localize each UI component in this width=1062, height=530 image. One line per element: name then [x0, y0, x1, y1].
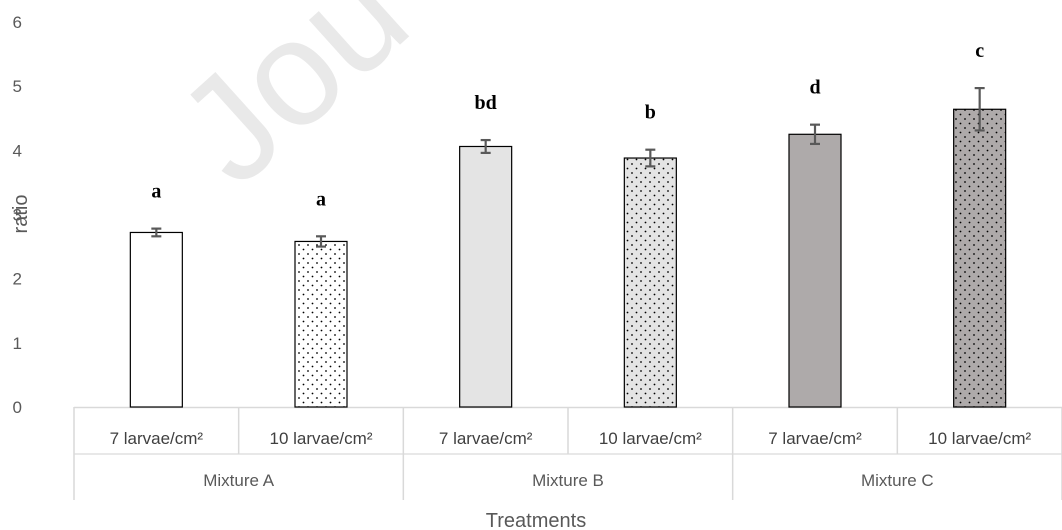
significance-label: a	[316, 188, 326, 210]
bar	[294, 240, 348, 408]
x-category-label: 10 larvae/cm²	[928, 429, 1031, 448]
y-tick-label: 3	[13, 206, 22, 225]
y-tick-label: 2	[13, 270, 22, 289]
significance-label: bd	[475, 92, 497, 114]
bar	[788, 133, 842, 408]
x-category-label: 10 larvae/cm²	[270, 429, 373, 448]
bar	[459, 145, 513, 408]
watermark-text: Jou	[146, 0, 438, 215]
y-tick-label: 4	[13, 141, 22, 160]
y-tick-label: 0	[13, 398, 22, 417]
x-category-label: 7 larvae/cm²	[768, 429, 862, 448]
significance-label: a	[151, 181, 161, 203]
x-axis-title: Treatments	[486, 510, 586, 530]
x-category-label: 7 larvae/cm²	[439, 429, 533, 448]
significance-label: b	[645, 102, 656, 124]
significance-label: c	[975, 40, 984, 62]
significance-label: d	[809, 77, 820, 99]
y-axis-title: ratio	[10, 195, 32, 234]
bar	[953, 108, 1007, 408]
x-group-label: Mixture A	[203, 471, 275, 490]
x-group-label: Mixture C	[861, 471, 934, 490]
x-group-label: Mixture B	[532, 471, 604, 490]
y-tick-label: 6	[13, 13, 22, 32]
x-category-label: 10 larvae/cm²	[599, 429, 702, 448]
bar	[623, 157, 677, 408]
y-tick-label: 5	[13, 77, 22, 96]
bar	[129, 231, 183, 408]
y-tick-label: 1	[13, 334, 22, 353]
x-category-label: 7 larvae/cm²	[110, 429, 204, 448]
